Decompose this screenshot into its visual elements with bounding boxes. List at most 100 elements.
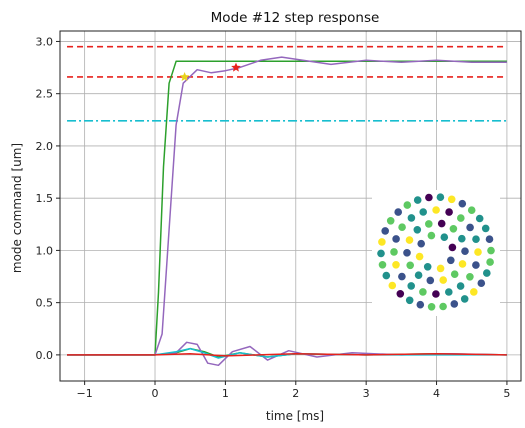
- actuator-dot: [458, 260, 467, 268]
- x-tick-label: −1: [77, 387, 93, 400]
- actuator-dot: [425, 193, 433, 202]
- actuator-dot: [474, 248, 482, 256]
- actuator-dot: [485, 235, 494, 243]
- actuator-dot: [467, 206, 476, 214]
- actuator-dot: [481, 224, 490, 233]
- actuator-dot: [403, 249, 411, 257]
- star-marker: [231, 62, 241, 72]
- x-tick-label: 0: [152, 387, 159, 400]
- actuator-dot: [403, 201, 412, 209]
- actuator-map-inset: [372, 190, 500, 316]
- y-ticks: 0.0 0.5 1.0 1.5 2.0 2.5 3.0: [36, 35, 60, 362]
- series-line: [67, 60, 507, 356]
- actuator-dot: [449, 225, 458, 233]
- actuator-dot: [378, 261, 387, 269]
- actuator-dot: [486, 258, 494, 266]
- actuator-dot: [392, 235, 400, 243]
- series-group: [67, 56, 507, 367]
- actuator-dot: [394, 208, 403, 216]
- actuator-dot: [413, 196, 422, 204]
- series-line: [67, 56, 507, 356]
- actuator-dot: [432, 290, 440, 298]
- actuator-dot: [432, 206, 440, 214]
- y-axis-label: mode command [um]: [10, 143, 24, 273]
- actuator-dot: [436, 193, 445, 201]
- star-marker: [179, 72, 190, 81]
- actuator-dot: [475, 214, 484, 223]
- actuator-dot: [470, 288, 478, 296]
- series-line: [67, 341, 507, 367]
- x-tick-label: 4: [433, 387, 440, 400]
- actuator-dot: [439, 302, 447, 311]
- actuator-dot: [388, 281, 397, 290]
- actuator-dot: [381, 227, 390, 235]
- actuator-dot: [398, 272, 406, 281]
- y-tick-label: 2.5: [36, 88, 54, 101]
- y-tick-label: 0.5: [36, 297, 54, 310]
- actuator-dot: [427, 303, 436, 311]
- actuator-dot: [405, 236, 414, 244]
- actuator-dot: [436, 264, 445, 273]
- actuator-dot: [458, 234, 466, 243]
- actuator-dot: [466, 223, 474, 232]
- actuator-dot: [415, 252, 424, 261]
- actuator-dot: [487, 246, 495, 255]
- actuator-dot: [378, 238, 386, 246]
- actuator-dot: [466, 273, 474, 281]
- actuator-dot: [440, 233, 449, 241]
- actuator-dot: [377, 249, 385, 258]
- x-tick-label: 1: [222, 387, 229, 400]
- actuator-dot: [427, 231, 436, 240]
- actuator-dot: [458, 199, 467, 208]
- actuator-dot: [425, 220, 433, 228]
- actuator-dot: [447, 195, 456, 204]
- plot-frame: [59, 30, 522, 382]
- reference-lines: [67, 45, 507, 122]
- y-tick-label: 1.0: [36, 244, 54, 257]
- actuator-dot: [419, 288, 427, 296]
- actuator-dot: [448, 243, 457, 252]
- actuator-dot: [392, 261, 400, 269]
- series-line: [67, 347, 507, 358]
- actuator-dot: [382, 271, 391, 280]
- actuator-dot: [407, 282, 416, 290]
- actuator-dot: [477, 279, 486, 288]
- actuator-dot: [461, 247, 469, 255]
- x-tick-label: 5: [503, 387, 510, 400]
- y-tick-label: 1.5: [36, 192, 54, 205]
- actuator-dot: [439, 276, 448, 284]
- actuator-dot: [472, 261, 480, 269]
- markers-group: [179, 62, 241, 81]
- x-axis-label: time [ms]: [266, 409, 324, 423]
- actuator-dot: [413, 226, 422, 234]
- actuator-dot: [390, 248, 398, 256]
- actuator-dot: [450, 300, 459, 308]
- actuator-dot: [419, 208, 428, 216]
- actuator-dot: [483, 269, 491, 277]
- actuator-dot: [426, 276, 435, 285]
- actuator-dot: [398, 223, 406, 231]
- actuator-dot: [386, 217, 395, 225]
- actuator-dot: [423, 263, 432, 271]
- x-ticks: −1 0 1 2 3 4 5: [77, 381, 510, 400]
- x-tick-label: 3: [363, 387, 370, 400]
- y-tick-label: 3.0: [36, 35, 54, 48]
- actuator-dot: [472, 235, 480, 243]
- y-tick-label: 0.0: [36, 349, 54, 362]
- actuator-dot: [396, 290, 405, 298]
- y-tick-label: 2.0: [36, 140, 54, 153]
- chart-title: Mode #12 step response: [211, 10, 380, 26]
- x-tick-label: 2: [292, 387, 299, 400]
- series-line: [67, 353, 507, 357]
- actuator-dot: [445, 208, 453, 216]
- actuator-dot: [457, 214, 465, 222]
- actuator-dot: [405, 296, 414, 305]
- actuator-dot: [414, 271, 423, 280]
- actuator-dot: [407, 214, 416, 222]
- actuator-dot: [447, 256, 455, 265]
- actuator-dot: [445, 288, 453, 296]
- actuator-dot: [456, 282, 465, 290]
- actuator-dot: [450, 270, 459, 279]
- actuator-dot: [460, 295, 469, 303]
